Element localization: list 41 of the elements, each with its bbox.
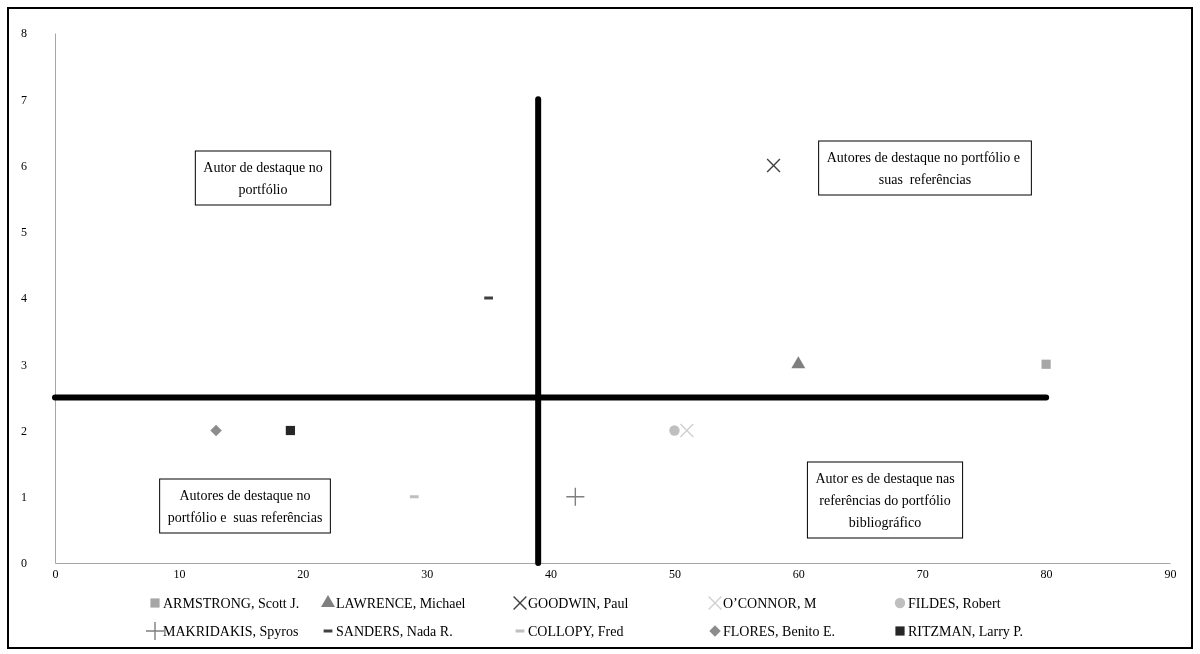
x-tick-label: 10 xyxy=(173,566,186,581)
annotation: Autor de destaque no portfólio xyxy=(203,160,323,197)
x-tick-label: 30 xyxy=(421,566,434,581)
x-tick-label: 20 xyxy=(297,566,310,581)
point xyxy=(285,425,295,436)
x-tick-label: 40 xyxy=(545,566,558,581)
y-tick-label: 2 xyxy=(21,423,27,438)
legend-label: O’CONNOR, M xyxy=(723,596,817,611)
y-tick-label: 8 xyxy=(21,26,27,41)
legend-label: MAKRIDAKIS, Spyros xyxy=(163,624,299,639)
x-tick-label: 70 xyxy=(916,566,929,581)
legend-label: RITZMAN, Larry P. xyxy=(908,624,1024,639)
x-tick-label: 50 xyxy=(668,566,681,581)
point xyxy=(1041,359,1051,369)
point xyxy=(679,423,694,438)
legend-label: SANDERS, Nada R. xyxy=(336,624,453,639)
legend-label: COLLOPY, Fred xyxy=(528,624,624,639)
annotation: Autor es de destaque nas referências do portfólio bibliográfico xyxy=(815,471,955,530)
legend-label: GOODWIN, Paul xyxy=(528,596,629,611)
point xyxy=(791,356,806,369)
y-tick-label: 0 xyxy=(21,556,27,571)
point xyxy=(669,425,680,436)
x-tick-label: 90 xyxy=(1164,566,1177,581)
point xyxy=(565,487,586,507)
y-tick-label: 6 xyxy=(21,158,27,173)
x-tick-label: 80 xyxy=(1040,566,1053,581)
legend-label: LAWRENCE, Michael xyxy=(336,596,466,611)
x-tick-label: 60 xyxy=(792,566,805,581)
x-tick-label: 0 xyxy=(52,566,59,581)
y-tick-label: 5 xyxy=(21,225,27,240)
y-tick-label: 7 xyxy=(21,92,27,107)
point xyxy=(210,424,222,437)
legend-label: FILDES, Robert xyxy=(908,596,1001,611)
point xyxy=(766,158,781,173)
y-tick-label: 1 xyxy=(21,490,27,505)
annotation: Autores de destaque no portfólio e suas referências xyxy=(826,150,1024,187)
legend-label: FLORES, Benito E. xyxy=(723,624,836,639)
annotation: Autores de destaque no portfólio e suas referências xyxy=(167,488,323,525)
legend-label: ARMSTRONG, Scott J. xyxy=(163,596,300,611)
y-tick-label: 3 xyxy=(21,357,27,372)
y-tick-label: 4 xyxy=(21,291,27,306)
